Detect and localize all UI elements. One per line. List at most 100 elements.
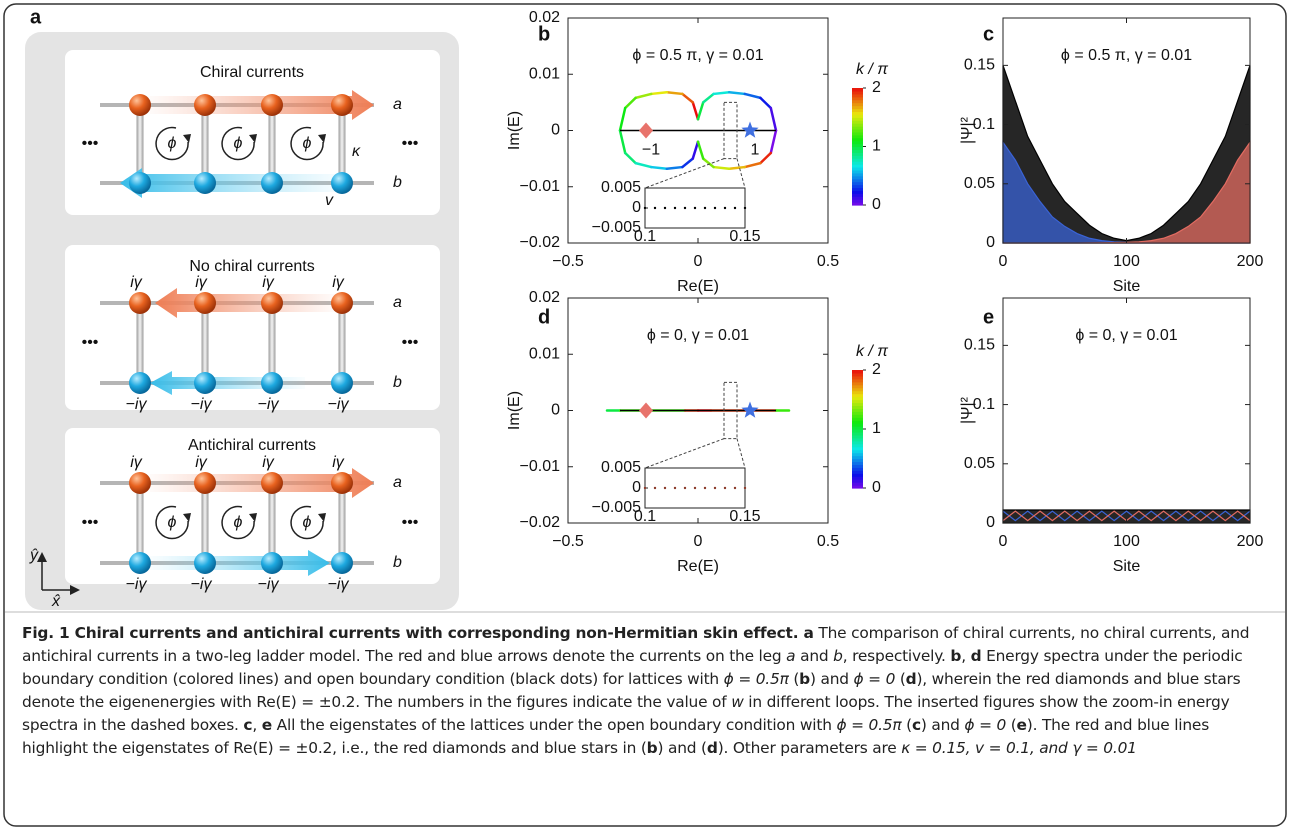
inset-obc-point — [663, 206, 667, 210]
leg-label: a — [393, 294, 402, 311]
flux-label: ϕ — [168, 135, 177, 152]
flux-label: ϕ — [234, 135, 243, 152]
zoom-connector — [644, 438, 725, 469]
x-axis-label: Re(E) — [677, 278, 719, 295]
caption-text: b — [950, 647, 962, 665]
x-tick-label: 0 — [999, 253, 1008, 270]
pbc-spectrum-segment — [691, 140, 700, 160]
colorbar-cell — [852, 111, 863, 115]
colorbar-cell — [852, 476, 863, 480]
pbc-spectrum-segment — [649, 91, 669, 96]
colorbar-tick-label: 0 — [872, 479, 881, 496]
x-tick-label: 0.5 — [817, 253, 839, 270]
site-a — [261, 472, 283, 494]
pbc-spectrum-segment — [618, 106, 627, 132]
caption-text: e — [261, 716, 272, 734]
colorbar-cell — [852, 172, 863, 177]
site-b — [129, 552, 151, 574]
colorbar-cell — [852, 117, 863, 121]
flux-label: ϕ — [168, 514, 177, 531]
caption-text: d — [970, 647, 982, 665]
pbc-spectrum-segment — [769, 106, 778, 132]
ladder-rung — [268, 105, 276, 183]
colorbar-cell — [852, 196, 863, 200]
x-axis-label: Site — [1113, 558, 1141, 575]
colorbar-cell — [852, 378, 863, 383]
flux-loop — [221, 126, 255, 161]
zoom-connector — [736, 438, 746, 469]
star-marker — [741, 121, 759, 138]
colorbar-cell — [852, 166, 863, 171]
colorbar-cell — [852, 443, 863, 448]
colorbar-cell — [852, 137, 863, 142]
ladder-title: Chiral currents — [200, 64, 304, 81]
inset-obc-point — [743, 486, 747, 490]
x-tick-label: 200 — [1237, 533, 1264, 550]
x-tick-label: 0 — [999, 533, 1008, 550]
colorbar-cell — [852, 399, 863, 404]
loss-label: −iγ — [258, 576, 280, 593]
leg-label: b — [393, 554, 402, 571]
y-tick-label: 0 — [551, 122, 560, 139]
pbc-spectrum-segment — [623, 96, 637, 110]
colorbar-cell — [852, 149, 863, 153]
axis-arrowhead — [70, 585, 80, 595]
x-tick-label: −0.5 — [552, 253, 584, 270]
y-tick-label: −0.02 — [520, 514, 561, 531]
diamond-marker — [639, 402, 653, 419]
colorbar-cell — [852, 96, 863, 101]
colorbar-cell — [852, 114, 863, 118]
gain-label: iγ — [262, 274, 275, 291]
y-tick-label: 0.02 — [529, 289, 560, 306]
colorbar-cell — [852, 449, 863, 454]
inset-obc-point — [693, 206, 697, 210]
caption-text: c — [243, 716, 253, 734]
colorbar-tick-label: 2 — [872, 79, 881, 96]
y-axis-label: Im(E) — [506, 111, 523, 150]
caption: Fig. 1 Chiral currents and antichiral cu… — [22, 622, 1270, 760]
colorbar-cell — [852, 88, 863, 92]
ellipsis: ••• — [402, 334, 419, 351]
colorbar-cell — [852, 440, 863, 445]
site-a — [129, 94, 151, 116]
colorbar-cell — [852, 473, 863, 477]
pbc-spectrum-segment — [623, 151, 637, 165]
pbc-spectrum-segment — [727, 165, 747, 170]
pbc-spectrum-segment — [618, 129, 627, 155]
colorbar-cell — [852, 384, 863, 389]
pbc-spectrum-segment — [701, 92, 715, 104]
colorbar-cell — [852, 99, 863, 104]
caption-text: d — [706, 739, 718, 757]
y-tick-label: −0.02 — [520, 234, 561, 251]
colorbar-cell — [852, 417, 863, 421]
colorbar-cell — [852, 175, 863, 180]
colorbar-cell — [852, 131, 863, 136]
y-tick-label: 0 — [551, 402, 560, 419]
pbc-spectrum-segment — [743, 92, 762, 100]
caption-text: , — [961, 647, 971, 665]
ladder-title: Antichiral currents — [188, 437, 316, 454]
zoom-box — [723, 101, 738, 160]
ladder-title: No chiral currents — [189, 258, 314, 275]
colorbar-cell — [852, 408, 863, 412]
colorbar-cell — [852, 390, 863, 395]
inset-obc-point — [653, 206, 657, 210]
colorbar-cell — [852, 184, 863, 189]
inset-obc-point — [703, 486, 707, 490]
y-tick-label: 0.05 — [964, 175, 995, 192]
inset-x-tick-label: 0.15 — [729, 508, 760, 525]
diamond-marker — [639, 122, 653, 139]
colorbar-cell — [852, 482, 863, 486]
caption-text: ). Other parameters are — [717, 739, 902, 757]
caption-text: , — [252, 716, 262, 734]
site-a — [129, 472, 151, 494]
caption-text: w — [731, 693, 744, 711]
inset-obc-point — [673, 486, 677, 490]
colorbar-tick-label: 1 — [872, 420, 881, 437]
site-b — [261, 372, 283, 394]
site-b — [129, 372, 151, 394]
colorbar-cell — [852, 169, 863, 174]
loss-label: −iγ — [126, 396, 148, 413]
axis-label: ŷ — [29, 547, 39, 564]
annotation: ϕ = 0.5 π, γ = 0.01 — [632, 47, 763, 64]
